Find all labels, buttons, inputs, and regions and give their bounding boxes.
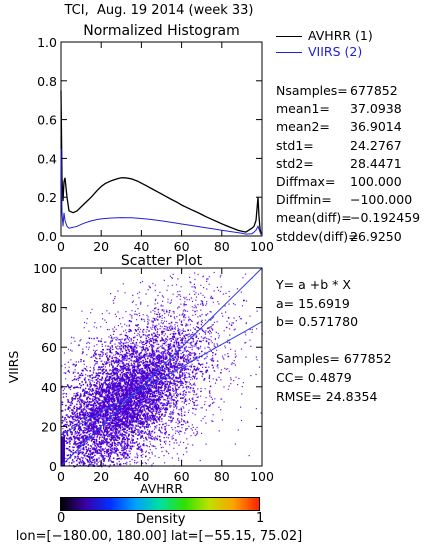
colorbar-min-label: 0 bbox=[57, 511, 66, 526]
histogram-series-avhrr bbox=[60, 90, 262, 235]
histogram-x-tick-label: 100 bbox=[250, 239, 274, 254]
scatter-title: Scatter Plot bbox=[121, 253, 203, 269]
scatter-density-cloud bbox=[61, 269, 263, 468]
colorbar-max-label: 1 bbox=[256, 511, 265, 526]
scatter-y-axis-label: VIIRS bbox=[6, 351, 21, 384]
scatter-x-axis-label: AVHRR bbox=[140, 481, 183, 496]
statistics-panel: Nsamples= 677852 mean1= 37.0938 mean2= 36.9… bbox=[276, 82, 420, 246]
scatter-x-tick-label: 20 bbox=[93, 469, 109, 484]
stat-value: 36.9014 bbox=[350, 119, 402, 135]
histogram-series-viirs bbox=[60, 148, 262, 235]
stat-row: mean(diff)= −0.192459 bbox=[276, 209, 420, 227]
fit-samples: Samples= 677852 bbox=[276, 351, 392, 367]
legend-item-avhrr: AVHRR (1) bbox=[276, 28, 426, 44]
scatter-y-tick-label: 80 bbox=[41, 301, 57, 316]
stat-key: stddev(diff)= bbox=[276, 228, 359, 244]
histogram-x-tick-label: 20 bbox=[93, 239, 109, 254]
scatter-points-core bbox=[61, 286, 245, 468]
scatter-edge-band bbox=[61, 436, 65, 466]
stat-row: stddev(diff)= 26.9250 bbox=[276, 228, 420, 246]
histogram-y-tick-label: 0.0 bbox=[37, 229, 57, 244]
histogram-y-tick-label: 0.2 bbox=[37, 190, 57, 205]
scatter-y-tick-label: 20 bbox=[41, 419, 57, 434]
fit-equation: Y= a +b * X bbox=[276, 277, 351, 292]
stat-key: Nsamples= bbox=[276, 83, 348, 98]
scatter-y-tick-label: 100 bbox=[33, 261, 57, 276]
stat-key: mean1= bbox=[276, 101, 330, 117]
fit-rmse: RMSE= 24.8354 bbox=[276, 388, 378, 404]
stat-key: std1= bbox=[276, 137, 314, 153]
stat-value: 100.000 bbox=[350, 173, 402, 189]
stat-row: std2= 28.4471 bbox=[276, 155, 420, 173]
one-to-one-line bbox=[60, 267, 263, 467]
scatter-y-tick-label: 40 bbox=[41, 380, 57, 395]
stat-row: mean1= 37.0938 bbox=[276, 100, 420, 118]
histogram-x-tick-label: 40 bbox=[133, 239, 149, 254]
fit-correlation: CC= 0.4879 bbox=[276, 369, 352, 385]
stat-value: 37.0938 bbox=[350, 101, 402, 117]
colorbar bbox=[60, 497, 260, 511]
stat-key: std2= bbox=[276, 155, 314, 171]
fit-slope: b= 0.571780 bbox=[276, 314, 359, 330]
histogram-x-tick-label: 0 bbox=[57, 239, 65, 254]
regression-panel: Y= a +b * X a= 15.6919 b= 0.571780 Sampl… bbox=[276, 276, 392, 406]
histogram-y-tick-label: 0.4 bbox=[37, 151, 57, 166]
scatter-x-tick-label: 80 bbox=[214, 469, 230, 484]
stat-value: 24.2767 bbox=[350, 137, 402, 153]
stat-row: Diffmin= −100.000 bbox=[276, 191, 420, 209]
scatter-y-tick-label: 60 bbox=[41, 340, 57, 355]
scatter-x-tick-label: 40 bbox=[133, 469, 149, 484]
scatter-chart: Scatter Plot 0 20 40 60 80 100 0 20 40 60 80 100 AVHR… bbox=[6, 253, 274, 496]
stat-row: Diffmax= 100.000 bbox=[276, 173, 420, 191]
legend-item-viirs: VIIRS (2) bbox=[276, 44, 426, 60]
stat-value: −0.192459 bbox=[350, 210, 421, 226]
histogram-y-tick-label: 0.8 bbox=[37, 74, 57, 89]
legend-swatch-viirs bbox=[276, 52, 302, 53]
scatter-points-outer bbox=[61, 269, 263, 468]
regression-fit-line bbox=[60, 321, 263, 436]
figure-title: TCI, Aug. 19 2014 (week 33) bbox=[64, 3, 254, 18]
stat-value: −100.000 bbox=[350, 192, 413, 208]
scatter-x-tick-label: 60 bbox=[174, 469, 190, 484]
legend-label-avhrr: AVHRR (1) bbox=[308, 28, 373, 43]
scatter-x-tick-label: 0 bbox=[57, 469, 65, 484]
stat-row: std1= 24.2767 bbox=[276, 137, 420, 155]
stat-value: 28.4471 bbox=[350, 155, 402, 171]
histogram-x-tick-label: 80 bbox=[214, 239, 230, 254]
histogram-x-tick-label: 60 bbox=[174, 239, 190, 254]
legend-label-viirs: VIIRS (2) bbox=[308, 44, 363, 59]
stat-row: Nsamples= 677852 bbox=[276, 82, 420, 100]
histogram-y-tick-label: 0.6 bbox=[37, 113, 57, 128]
stat-row: mean2= 36.9014 bbox=[276, 118, 420, 136]
scatter-x-tick-label: 100 bbox=[250, 469, 274, 484]
footer-coordinates: lon=[−180.00, 180.00] lat=[−55.15, 75.02… bbox=[15, 529, 303, 544]
fit-intercept: a= 15.6919 bbox=[276, 295, 350, 311]
stat-key: Diffmin= bbox=[276, 192, 332, 208]
scatter-y-tick-label: 0 bbox=[49, 459, 57, 474]
stat-value: 26.9250 bbox=[350, 228, 402, 244]
scatter-frame bbox=[60, 267, 263, 467]
stat-key: Diffmax= bbox=[276, 173, 336, 189]
stat-key: mean(diff)= bbox=[276, 210, 352, 226]
legend-swatch-avhrr bbox=[276, 36, 302, 37]
histogram-frame bbox=[60, 41, 263, 237]
stat-key: mean2= bbox=[276, 119, 330, 135]
fit-spacer bbox=[276, 332, 392, 351]
histogram-title: Normalized Histogram bbox=[83, 23, 239, 39]
colorbar-label: Density bbox=[136, 512, 186, 527]
stat-value: 677852 bbox=[350, 83, 398, 98]
histogram-chart: Normalized Histogram 0 20 40 60 80 100 0.0 0.2 0.… bbox=[37, 23, 274, 254]
histogram-y-tick-label: 1.0 bbox=[37, 35, 57, 50]
